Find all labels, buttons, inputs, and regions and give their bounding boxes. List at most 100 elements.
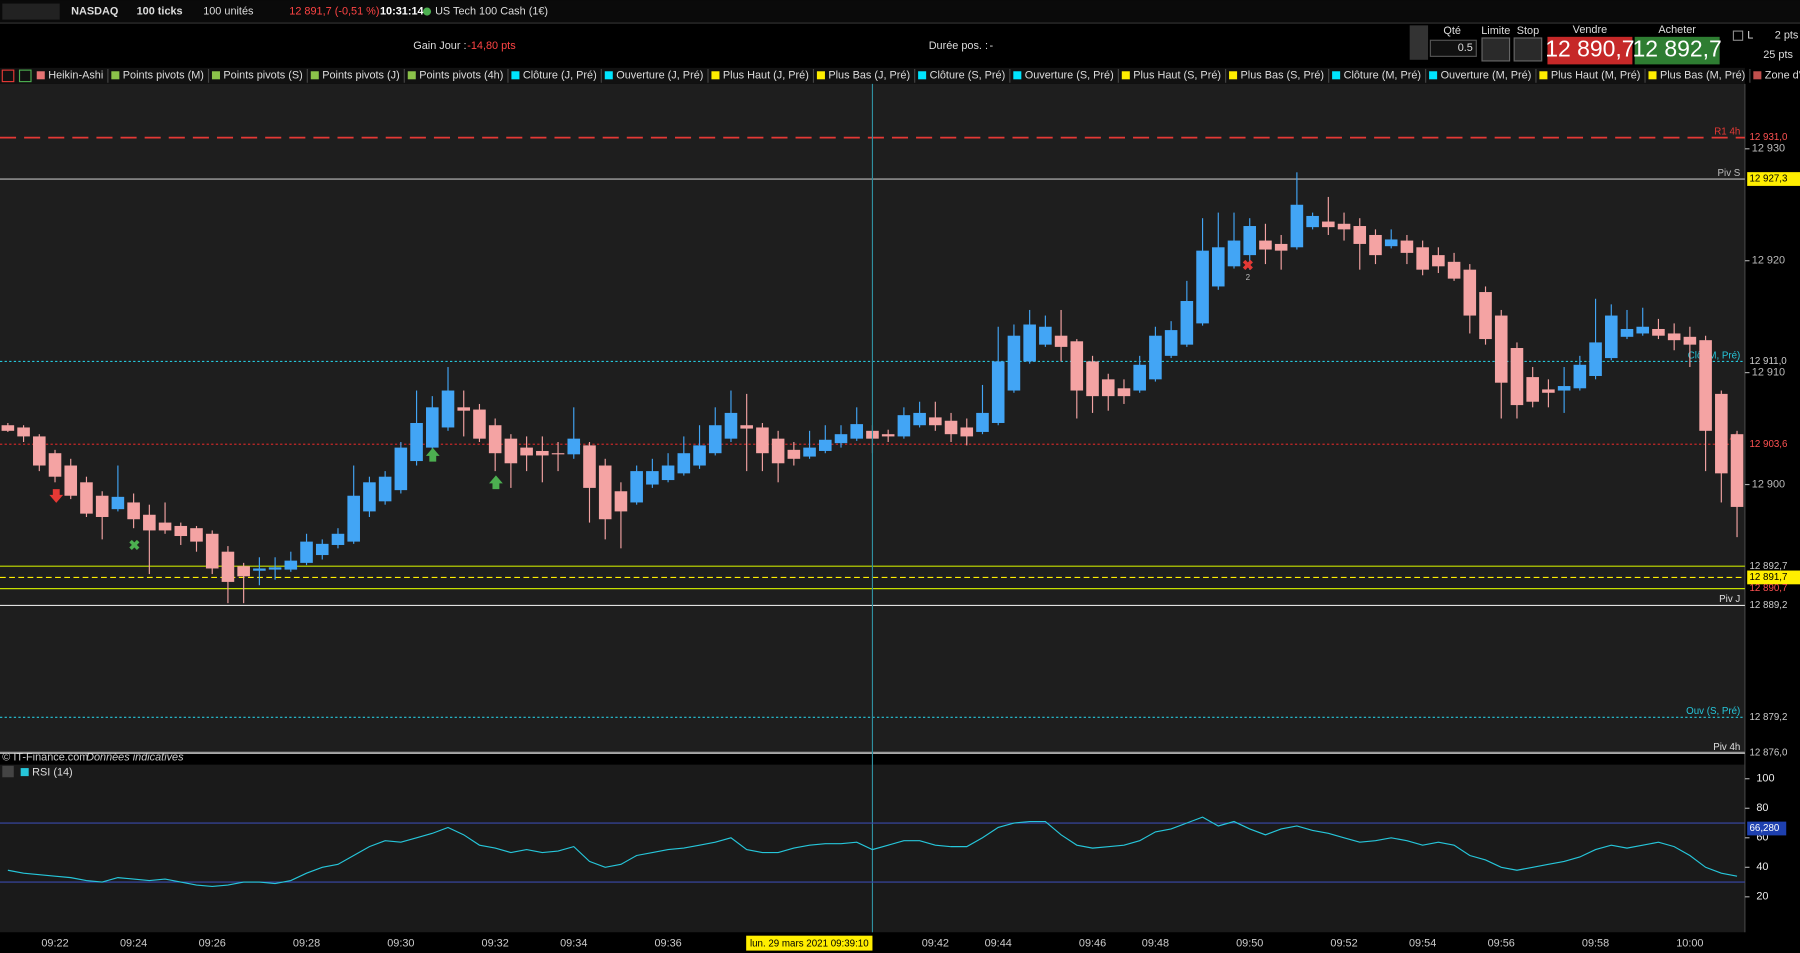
candle-body — [410, 422, 423, 462]
indicator-label[interactable]: Heikin-Ashi — [48, 70, 103, 82]
indicator-label[interactable]: Points pivots (4h) — [419, 70, 503, 82]
symbol[interactable]: NASDAQ — [71, 5, 119, 17]
sell-label: Vendre — [1573, 24, 1608, 36]
toolbar-icons[interactable] — [2, 3, 60, 20]
indicator-label[interactable]: Points pivots (M) — [123, 70, 204, 82]
candle-body — [693, 445, 706, 466]
indicator-label[interactable]: Plus Bas (M, Pré) — [1660, 70, 1745, 82]
instrument: US Tech 100 Cash (1€) — [435, 5, 548, 17]
pts-large: 25 pts — [1763, 49, 1793, 61]
add-icon[interactable] — [18, 69, 32, 83]
indicator-label[interactable]: Plus Bas (S, Pré) — [1241, 70, 1325, 82]
checkbox[interactable] — [1732, 30, 1744, 41]
ticks[interactable]: 100 ticks — [137, 5, 183, 17]
indicator-swatch — [816, 71, 825, 80]
candle-body — [598, 465, 612, 520]
indicator-swatch — [711, 71, 720, 80]
candle-body — [960, 427, 974, 437]
buy-button[interactable] — [1634, 36, 1720, 65]
duration-value: - — [990, 40, 994, 52]
candle-body — [897, 415, 911, 437]
candle-body — [95, 495, 109, 517]
candle-body — [929, 417, 942, 426]
indicator-label[interactable]: Plus Haut (J, Pré) — [723, 70, 809, 82]
candle-body — [1101, 379, 1115, 397]
legend-label: RSI (14) — [32, 767, 73, 779]
candle-body — [347, 495, 360, 542]
candle-body — [1086, 361, 1099, 397]
units[interactable]: 100 unités — [203, 5, 254, 17]
indicator-label[interactable]: Ouverture (S, Pré) — [1025, 70, 1114, 82]
y-tick-label: 80 — [1756, 802, 1768, 814]
candle-body — [1180, 301, 1194, 345]
candle-body — [315, 543, 329, 556]
indicator-label[interactable]: Ouverture (J, Pré) — [616, 70, 703, 82]
candle-body — [1526, 377, 1539, 402]
sell-button[interactable] — [1547, 36, 1633, 65]
indicator-label[interactable]: Clôture (J, Pré) — [523, 70, 597, 82]
candle-body — [803, 447, 816, 457]
x-tick-label: 10:00 — [1676, 938, 1703, 950]
candle-body — [457, 407, 471, 411]
price-tag-label: 12 889,2 — [1749, 600, 1787, 611]
qty-box[interactable] — [1429, 39, 1477, 57]
candle-body — [1494, 315, 1508, 383]
candle-body — [221, 551, 235, 582]
signal-cross: ✖ — [129, 538, 141, 553]
candle-body — [1432, 255, 1445, 267]
add-icon[interactable] — [1, 69, 15, 83]
candle-body — [17, 427, 30, 437]
price-tag-label: 12 903,6 — [1749, 439, 1787, 450]
indicator-label[interactable]: Points pivots (J) — [322, 70, 399, 82]
indicator-label[interactable]: Clôture (S, Pré) — [930, 70, 1006, 82]
candle-body — [771, 438, 785, 464]
indicator-label[interactable]: Zone d'Achat/Vente — [1765, 70, 1800, 82]
x-tick-label: 09:44 — [985, 938, 1012, 950]
candle-body — [1322, 221, 1335, 228]
indicator-label[interactable]: Plus Haut (M, Pré) — [1551, 70, 1641, 82]
sell-price[interactable]: 12 890,7 — [1545, 36, 1634, 62]
gain-label: Gain Jour : — [413, 40, 466, 52]
stop-button[interactable] — [1513, 37, 1543, 62]
candle-body — [677, 453, 691, 474]
candle-body — [64, 465, 78, 496]
indicator-swatch — [604, 71, 613, 80]
order-icon[interactable] — [1409, 25, 1429, 60]
x-tick-label: 09:42 — [922, 938, 949, 950]
candle-body — [1007, 335, 1021, 391]
panel-icon[interactable] — [2, 765, 14, 778]
limit-button[interactable] — [1481, 37, 1511, 62]
candle-body — [1306, 215, 1319, 228]
indicator-label[interactable]: Plus Bas (J, Pré) — [828, 70, 910, 82]
value-tag-label: 66,280 — [1749, 823, 1779, 834]
candle-body — [488, 425, 502, 454]
candle-body — [1, 425, 15, 431]
candle-body — [1715, 393, 1728, 474]
indicator-label[interactable]: Clôture (M, Pré) — [1344, 70, 1421, 82]
price-tag-label: 12 879,2 — [1749, 712, 1787, 723]
signal-arrow — [489, 475, 503, 490]
candle-body — [237, 566, 250, 577]
x-tick-label: 09:34 — [560, 938, 587, 950]
y-tick-label: 20 — [1756, 891, 1768, 903]
qty[interactable]: 0.5 — [1458, 42, 1473, 54]
indicator-swatch — [1753, 71, 1762, 80]
indicator-label[interactable]: Plus Haut (S, Pré) — [1133, 70, 1221, 82]
rsi-line — [7, 816, 1738, 888]
gain-value: -14,80 pts — [467, 40, 516, 52]
candle-body — [1353, 226, 1367, 244]
candle-body — [708, 425, 722, 454]
indicator-swatch — [918, 71, 927, 80]
candle-body — [1164, 330, 1178, 356]
buy-price[interactable]: 12 892,7 — [1633, 36, 1722, 62]
candle-body — [174, 525, 188, 537]
candle-body — [1039, 326, 1052, 345]
indicator-label[interactable]: Points pivots (S) — [223, 70, 302, 82]
candle-body — [80, 482, 93, 514]
candle-body — [787, 449, 801, 459]
level-name: Piv J — [1719, 594, 1740, 605]
x-tick-label: 09:50 — [1236, 938, 1263, 950]
y-tick-label: 60 — [1756, 832, 1768, 844]
indicator-label[interactable]: Ouverture (M, Pré) — [1441, 70, 1532, 82]
